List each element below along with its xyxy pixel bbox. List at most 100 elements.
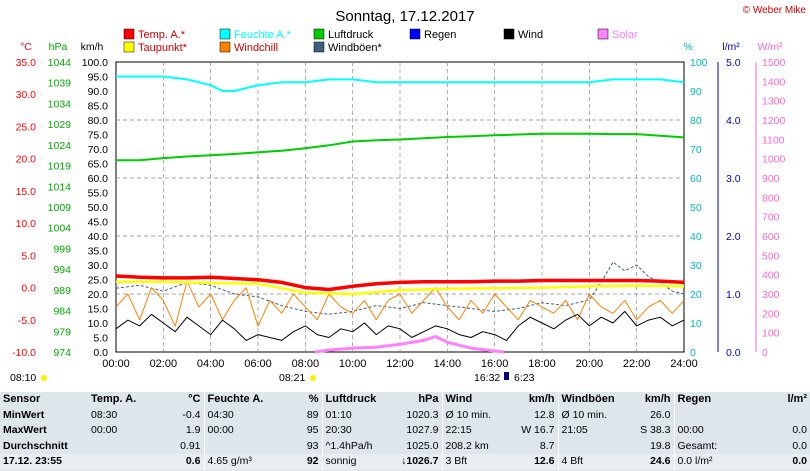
table-row: Durchschnitt 0.91 93 ^1.4hPa/h 1025.0 208.2 k… [0, 438, 810, 455]
rain-tick-label: 2.0 [726, 231, 741, 243]
table-cell: Luftdruck [321, 392, 384, 408]
table-cell [734, 408, 810, 424]
table-cell: 12.6 [504, 454, 558, 470]
table-cell: 04:30 [203, 407, 266, 423]
table-cell [203, 438, 266, 454]
solar-tick-label: 1200 [762, 115, 786, 127]
table-cell: -0.4 [182, 408, 201, 421]
x-tick-label: 00:00 [102, 358, 130, 370]
legend-swatch [313, 41, 325, 53]
solar-tick-label: 1500 [762, 57, 786, 69]
table-cell: 00:00 [203, 423, 266, 439]
wind-tick-label: 45.0 [88, 217, 109, 229]
solar-tick-label: 900 [762, 173, 780, 185]
table-cell: 3 Bft [441, 454, 504, 470]
solar-tick-label: 300 [762, 289, 780, 301]
table-cell: 92 [266, 454, 322, 470]
pressure-tick-label: 974 [53, 347, 71, 359]
humidity-tick-label: 20 [690, 289, 702, 301]
table-cell: km/h [528, 393, 555, 406]
chart-title: Sonntag, 17.12.2017 [335, 8, 474, 25]
table-cell: 24.6 [622, 454, 674, 470]
humidity-tick-label: 70 [690, 144, 702, 156]
credit-text: © Weber Mike [743, 5, 807, 16]
wind-tick-label: 20.0 [88, 289, 109, 301]
table-cell: 12.8 [534, 408, 555, 421]
table-cell: 22:15 [441, 423, 504, 439]
temp-tick-label: 15.0 [16, 186, 37, 198]
rain-tick-label: 4.0 [726, 115, 741, 127]
series-line-luftdruck [116, 132, 685, 162]
solar-tick-label: 100 [762, 328, 780, 340]
statistics-table: Sensor Temp. A. °C Feuchte A.% Luftdruck hPa W… [0, 392, 810, 471]
solar-tick-label: 200 [762, 308, 780, 320]
legend-swatch [597, 28, 609, 40]
table-cell: MinWert [3, 408, 45, 421]
humidity-tick-label: 90 [690, 86, 702, 98]
humidity-unit: % [683, 41, 692, 53]
sunrise-icon [310, 375, 316, 381]
humidity-tick-label: 30 [690, 260, 702, 272]
table-cell: Sensor [3, 393, 41, 406]
plot-area [115, 61, 685, 354]
wind-tick-label: 80.0 [88, 115, 109, 127]
solar-tick-label: 800 [762, 192, 780, 204]
table-cell: l/m² [787, 393, 807, 406]
rain-unit: l/m² [722, 41, 740, 53]
table-cell: 95 [306, 424, 319, 437]
table-cell: hPa [418, 393, 439, 406]
humidity-tick-label: 80 [690, 115, 702, 127]
table-cell: MaxWert [3, 424, 47, 437]
wind-tick-label: 85.0 [88, 101, 109, 113]
table-cell: sonnig [321, 454, 384, 470]
table-cell [88, 439, 150, 455]
table-cell: 21:05 [557, 423, 622, 439]
wind-tick-label: 35.0 [88, 246, 109, 258]
temp-tick-label: -10.0 [12, 347, 36, 359]
table-cell: Durchschnitt [3, 439, 68, 452]
x-tick-label: 20:00 [576, 358, 604, 370]
table-cell: 1.9 [185, 424, 201, 437]
table-cell: Ø 10 min. [441, 407, 504, 423]
wind-tick-label: 50.0 [88, 202, 109, 214]
solar-unit: W/m² [757, 41, 783, 53]
legend-label: Luftdruck [328, 29, 374, 41]
rain-tick-label: 1.0 [726, 289, 741, 301]
table-cell: 0.91 [180, 439, 201, 452]
series-line-feuchte-a [116, 75, 685, 92]
wind-tick-label: 55.0 [88, 188, 109, 200]
legend-swatch [313, 28, 325, 40]
chart-axes: 00:00 02:00 04:00 06:00 08:00 10:00 12:00 14:00… [10, 41, 786, 384]
table-cell: Wind [441, 392, 504, 408]
humidity-tick-label: 40 [690, 231, 702, 243]
solar-tick-label: 1000 [762, 154, 786, 166]
pressure-tick-label: 1004 [48, 223, 72, 235]
table-cell: 1027.9 [406, 424, 439, 437]
legend-label: Feuchte A.* [234, 29, 292, 41]
humidity-tick-label: 100 [690, 57, 708, 69]
pressure-tick-label: 984 [53, 306, 71, 318]
table-cell: Ø 10 min. [557, 407, 622, 423]
table-cell: 0.0 [792, 424, 807, 437]
solar-tick-label: 1100 [762, 134, 785, 146]
wind-tick-label: 30.0 [88, 260, 109, 272]
moon-icon [504, 372, 509, 380]
sunrise-label: 08:21 [279, 372, 305, 384]
pressure-tick-label: 1024 [48, 140, 72, 152]
table-cell: 208.2 km [441, 438, 504, 454]
sunset-label: 16:32 [474, 372, 500, 384]
series-line-windchill [115, 280, 685, 327]
wind-tick-label: 70.0 [88, 144, 109, 156]
legend-swatch [123, 28, 135, 40]
legend-label: Regen [424, 29, 456, 41]
table-cell: 19.8 [650, 439, 671, 452]
temp-tick-label: 10.0 [16, 218, 37, 230]
table-cell: Regen [673, 392, 734, 408]
table-cell: 0.0 [734, 454, 810, 470]
sun-icon [41, 375, 47, 381]
weather-chart: Sonntag, 17.12.2017 © Weber Mike Temp. A… [10, 5, 807, 384]
humidity-tick-label: 10 [690, 318, 702, 330]
legend-label: Taupunkt* [138, 42, 188, 54]
pressure-tick-label: 994 [53, 264, 71, 276]
wind-tick-label: 10.0 [88, 318, 109, 330]
